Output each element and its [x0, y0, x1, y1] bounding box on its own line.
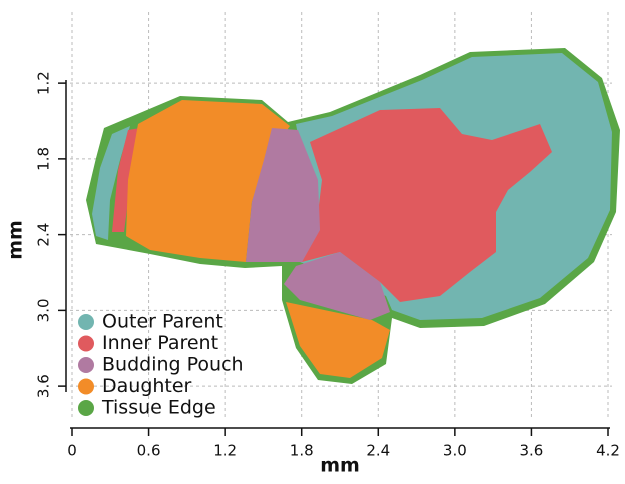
y-tick-label: 1.8 — [35, 147, 53, 171]
x-tick-label: 3.0 — [443, 442, 467, 460]
y-tick-label: 2.4 — [35, 223, 53, 247]
legend-swatch — [78, 400, 94, 416]
legend-label: Tissue Edge — [101, 397, 216, 419]
x-tick-label: 2.4 — [366, 442, 390, 460]
y-tick-label: 3.0 — [35, 298, 53, 322]
legend-swatch — [78, 357, 94, 373]
legend-swatch — [78, 314, 94, 330]
legend-label: Inner Parent — [102, 332, 218, 354]
x-tick-label: 3.6 — [519, 442, 543, 460]
y-tick-label: 1.2 — [35, 71, 53, 95]
x-axis-label: mm — [320, 455, 360, 477]
x-tick-label: 1.8 — [290, 442, 314, 460]
x-tick-label: 4.2 — [596, 442, 620, 460]
legend-label: Outer Parent — [102, 311, 223, 333]
x-tick-label: 0 — [67, 442, 77, 460]
x-tick-label: 1.2 — [213, 442, 237, 460]
legend-label: Daughter — [102, 375, 192, 397]
y-tick-label: 3.6 — [35, 374, 53, 398]
x-tick-label: 0.6 — [137, 442, 161, 460]
chart: mm mm 0 0.6 1.2 1.8 2.4 3.0 3.6 4.2 1.2 1.8 2.4 3.0… — [0, 0, 625, 484]
y-axis-label: mm — [5, 220, 27, 260]
legend-swatch — [78, 379, 94, 395]
legend-swatch — [78, 336, 94, 352]
legend-label: Budding Pouch — [102, 354, 244, 376]
